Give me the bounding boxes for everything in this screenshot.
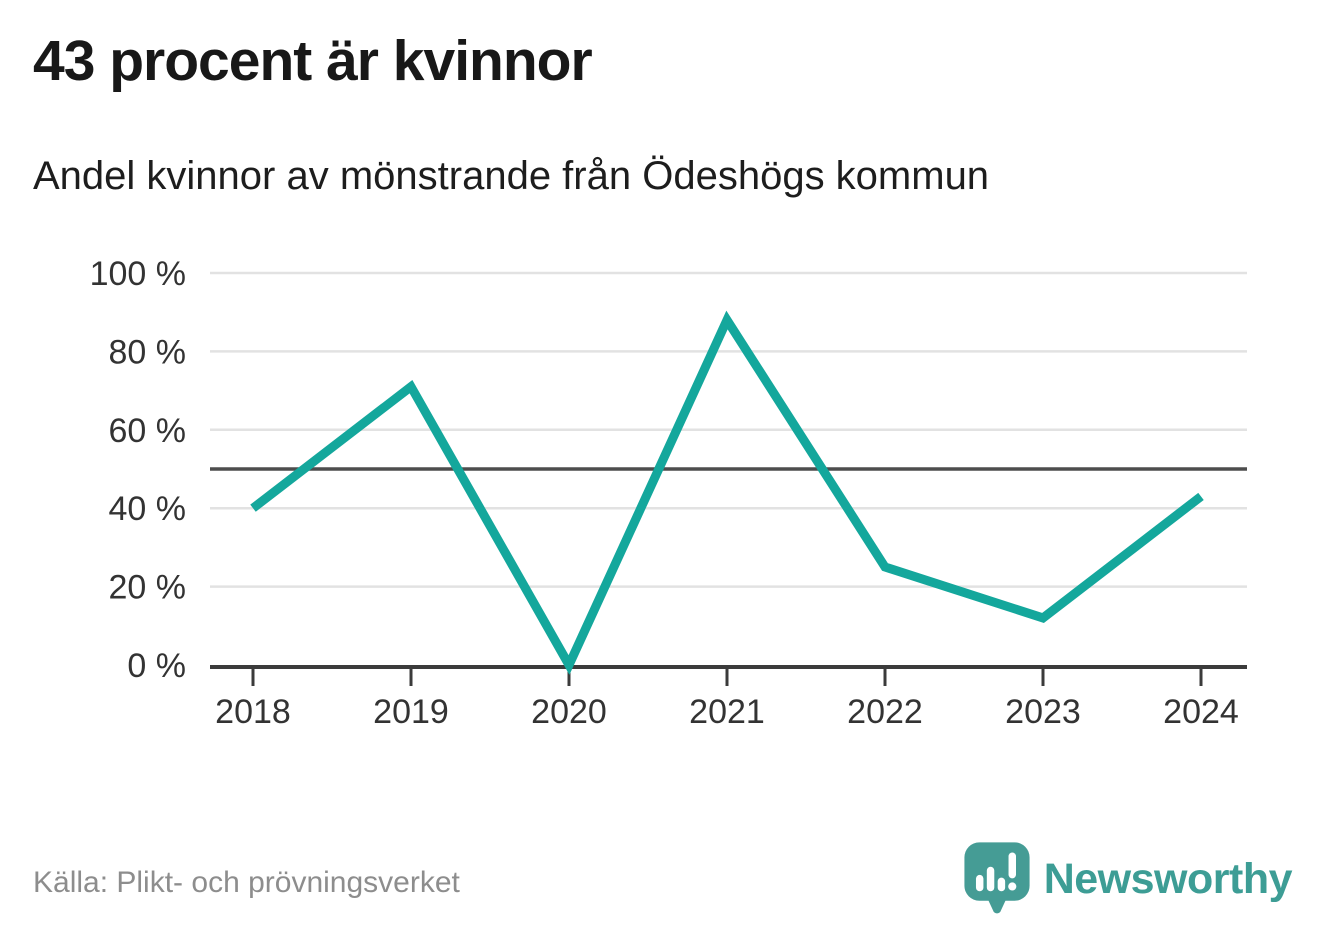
x-tick-label: 2023 (1005, 693, 1081, 731)
chart-subtitle: Andel kvinnor av mönstrande från Ödeshög… (33, 154, 990, 198)
x-tick-label: 2019 (373, 693, 449, 731)
newsworthy-logo-icon (964, 842, 1030, 914)
x-tick-label: 2024 (1163, 693, 1239, 731)
logo-exclamation-bar (1008, 852, 1016, 879)
y-tick-label: 60 % (109, 412, 187, 450)
y-tick-label: 0 % (127, 647, 186, 685)
line-chart-canvas: 2018 2019 2020 2021 2022 2023 2024 0 % 20 % 40 % 6… (90, 255, 1247, 731)
logo-exclamation-dot (1007, 882, 1017, 891)
x-tick-label: 2018 (215, 693, 291, 731)
chart-title: 43 procent är kvinnor (33, 29, 593, 93)
y-tick-label: 20 % (109, 569, 187, 607)
newsworthy-logo: Newsworthy (963, 841, 1293, 917)
logo-bar-1 (975, 874, 984, 892)
x-tick-label: 2022 (847, 693, 923, 731)
y-tick-label: 40 % (109, 490, 187, 528)
y-tick-label: 100 % (90, 255, 186, 293)
x-tick-label: 2021 (689, 693, 765, 731)
line-chart: 2018 2019 2020 2021 2022 2023 2024 0 % 20 % 40 % 6… (0, 240, 1322, 765)
x-tick-label: 2020 (531, 693, 607, 731)
y-tick-label: 80 % (109, 333, 187, 371)
logo-bar-2 (986, 866, 995, 892)
data-line (250, 310, 1204, 675)
newsworthy-logo-text: Newsworthy (1043, 854, 1293, 903)
logo-bubble (964, 842, 1030, 901)
source-note: Källa: Plikt- och prövningsverket (33, 866, 460, 899)
logo-bar-3 (997, 877, 1005, 892)
